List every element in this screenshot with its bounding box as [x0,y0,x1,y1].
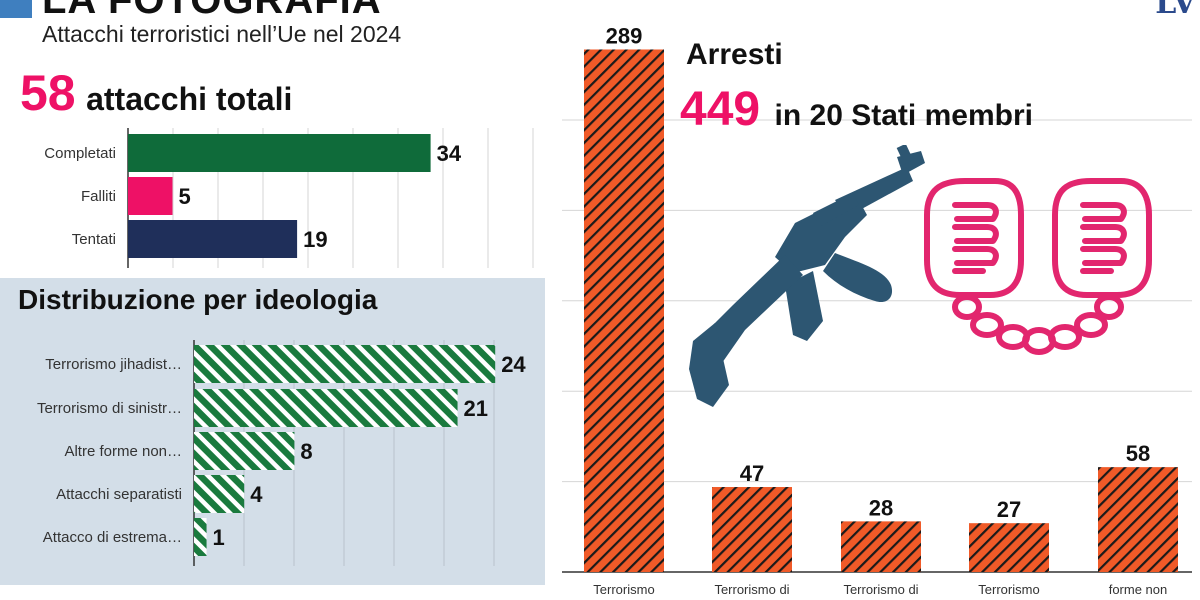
ideology-bar [194,345,496,383]
ideology-chart-title: Distribuzione per ideologia [18,284,378,315]
arrests-bar [1098,467,1178,572]
arrests-total-value: 449 [680,83,761,136]
arrests-bar [841,521,921,572]
arrests-bar [712,487,792,572]
arrests-bar [584,49,664,573]
arrests-value-label: 58 [1126,441,1150,466]
ideology-panel [0,278,545,585]
ideology-chart: 24 Terrorismo jihadist… 21 Terrorismo di si… [37,340,526,566]
ideology-value-label: 1 [213,525,225,550]
ideology-category-label: Attacchi separatisti [56,486,182,503]
outcome-bar [128,134,431,172]
ideology-value-label: 21 [464,396,488,421]
arrests-category-label: Terrorismo di [843,582,918,597]
attack-outcome-chart: 34 Completati 5 Falliti 19 Tentati [44,128,534,268]
ideology-value-label: 8 [300,439,312,464]
arrests-category-label: Terrorismo [593,582,654,597]
brand-logo: LV [1155,0,1196,21]
ideology-bar [194,432,295,470]
outcome-value-label: 19 [303,227,327,252]
rifle-icon [689,145,925,407]
arrests-category-label: Terrorismo di [714,582,789,597]
arrests-value-label: 289 [606,23,643,48]
handcuffs-icon [924,178,1152,355]
arrests-bar [969,523,1049,572]
outcome-value-label: 34 [437,141,462,166]
ideology-bar [194,389,458,427]
arrests-value-label: 47 [740,461,764,486]
section-title: LA FOTOGRAFIA [42,0,382,22]
arrests-category-label: Terrorismo [978,582,1039,597]
arrests-member-states: in 20 Stati membri [774,99,1033,132]
ideology-bar [194,518,207,556]
page-subtitle: Attacchi terroristici nell’Ue nel 2024 [42,21,402,47]
outcome-category-label: Tentati [72,231,116,248]
outcome-bar [128,220,298,258]
outcome-bar [128,177,173,215]
ideology-category-label: Attacco di estrema… [43,529,182,546]
ideology-category-label: Altre forme non… [64,443,182,460]
arrests-title: Arresti [686,38,783,71]
arrests-summary: 449 in 20 Stati membri [680,82,1033,137]
arrests-category-label: forme non [1109,582,1168,597]
ideology-category-label: Terrorismo jihadist… [45,356,182,373]
total-attacks-value: 58 [20,65,76,121]
total-attacks: 58 attacchi totali [20,64,292,122]
arrests-value-label: 28 [869,495,893,520]
ideology-value-label: 4 [250,482,263,507]
outcome-category-label: Completati [44,145,116,162]
outcome-value-label: 5 [179,184,191,209]
section-marker [0,0,32,18]
arrests-value-label: 27 [997,497,1021,522]
ideology-bar [194,475,245,513]
total-attacks-label: attacchi totali [86,81,293,117]
outcome-category-label: Falliti [81,188,116,205]
ideology-category-label: Terrorismo di sinistr… [37,400,182,417]
ideology-value-label: 24 [501,352,526,377]
